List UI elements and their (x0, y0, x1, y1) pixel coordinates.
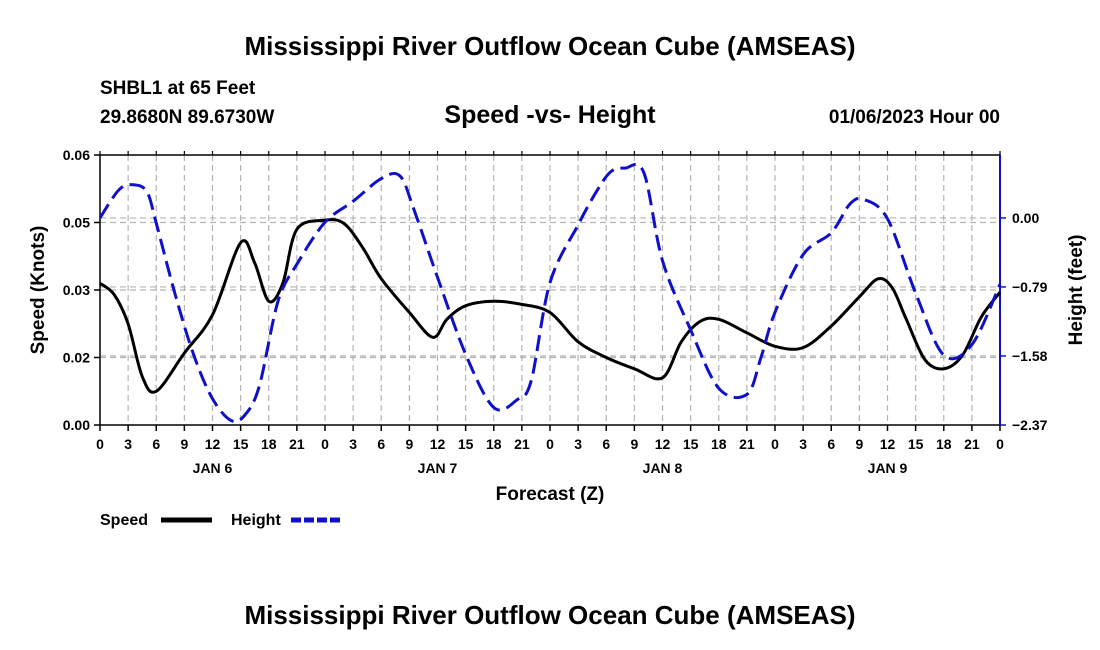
x-tick-label: 6 (827, 436, 835, 452)
x-tick-label: 12 (430, 436, 446, 452)
x-tick-label: 15 (458, 436, 474, 452)
chart-subtitle: Speed -vs- Height (444, 101, 656, 129)
chart-title-repeat: Mississippi River Outflow Ocean Cube (AM… (244, 600, 856, 630)
day-label: JAN 8 (643, 460, 683, 476)
x-tick-label: 9 (405, 436, 413, 452)
left-axis: 0.00 0.02 0.03 0.05 0.06 (63, 147, 100, 433)
x-tick-label: 21 (289, 436, 305, 452)
day-label: JAN 6 (193, 460, 233, 476)
x-tick-label: 3 (349, 436, 357, 452)
x-tick-label: 0 (96, 436, 104, 452)
x-tick-label: 6 (377, 436, 385, 452)
x-tick-label: 21 (514, 436, 530, 452)
x-tick-label: 21 (964, 436, 980, 452)
x-tick-label: 6 (152, 436, 160, 452)
y2-axis-label: Height (feet) (1066, 235, 1087, 346)
y2-tick-label: 0.00 (1012, 210, 1039, 226)
x-tick-label: 3 (574, 436, 582, 452)
coordinates-label: 29.8680N 89.6730W (100, 107, 275, 128)
x-tick-label: 15 (233, 436, 249, 452)
x-tick-label: 18 (486, 436, 502, 452)
x-tick-label: 18 (711, 436, 727, 452)
y-tick-label: 0.06 (63, 147, 90, 163)
legend: Speed Height (100, 512, 342, 529)
x-tick-label: 12 (880, 436, 896, 452)
y-tick-label: 0.05 (63, 215, 90, 231)
chart-title: Mississippi River Outflow Ocean Cube (AM… (244, 31, 856, 61)
y2-tick-label: −0.79 (1012, 279, 1048, 295)
x-tick-label: 12 (205, 436, 221, 452)
x-tick-label: 3 (124, 436, 132, 452)
series-height-line (98, 162, 1002, 424)
legend-height-label: Height (231, 512, 281, 529)
y-tick-label: 0.02 (63, 350, 90, 366)
x-tick-label: 9 (180, 436, 188, 452)
x-tick-label: 9 (855, 436, 863, 452)
y2-tick-label: −2.37 (1012, 417, 1048, 433)
y-axis-label: Speed (Knots) (28, 226, 49, 355)
x-tick-label: 18 (936, 436, 952, 452)
x-tick-label: 15 (683, 436, 699, 452)
right-axis: 0.00 −0.79 −1.58 −2.37 (999, 155, 1048, 433)
x-tick-label: 0 (546, 436, 554, 452)
x-tick-label: 0 (996, 436, 1004, 452)
x-axis-label: Forecast (Z) (496, 484, 605, 505)
bottom-axis: 0 3 6 9 12 15 18 21 0 3 6 9 12 15 18 21 0 3 6 9 12 15 18 21 0 3 6 9… (96, 151, 1004, 476)
y-tick-label: 0.03 (63, 282, 90, 298)
station-label: SHBL1 at 65 Feet (100, 78, 256, 99)
x-tick-label: 18 (261, 436, 277, 452)
x-tick-label: 3 (799, 436, 807, 452)
datetime-label: 01/06/2023 Hour 00 (828, 107, 1000, 128)
legend-speed-label: Speed (100, 512, 148, 529)
x-tick-label: 0 (321, 436, 329, 452)
x-tick-label: 15 (908, 436, 924, 452)
series-speed-line (99, 218, 1002, 394)
y2-tick-label: −1.58 (1012, 348, 1048, 364)
x-tick-label: 12 (655, 436, 671, 452)
x-tick-label: 0 (771, 436, 779, 452)
y-tick-label: 0.00 (63, 417, 90, 433)
day-label: JAN 9 (868, 460, 908, 476)
x-tick-label: 21 (739, 436, 755, 452)
grid (100, 155, 1000, 425)
day-label: JAN 7 (418, 460, 458, 476)
series-layer (98, 162, 1002, 424)
x-tick-label: 6 (602, 436, 610, 452)
x-tick-label: 9 (630, 436, 638, 452)
